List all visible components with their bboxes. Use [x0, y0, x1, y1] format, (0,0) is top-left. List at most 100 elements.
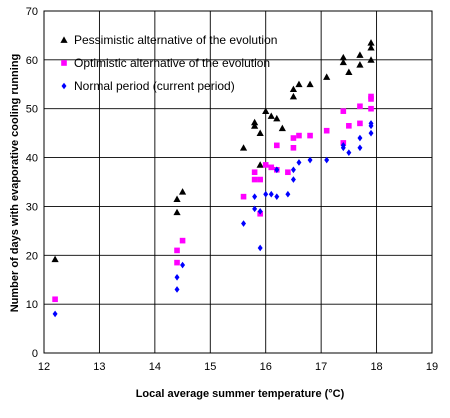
- legend-marker-triangle: [60, 36, 68, 43]
- data-point-diamond: [52, 310, 58, 318]
- data-point-triangle: [367, 56, 375, 63]
- data-point-diamond: [268, 190, 274, 198]
- data-point-diamond: [324, 156, 330, 164]
- data-point-triangle: [323, 73, 331, 80]
- data-points: [51, 39, 375, 318]
- data-point-diamond: [296, 159, 302, 166]
- data-point-diamond: [368, 129, 374, 137]
- x-tick-label: 18: [370, 361, 382, 373]
- legend-label: Pessimistic alternative of the evolution: [74, 33, 277, 47]
- data-point-diamond: [274, 166, 280, 174]
- data-point-diamond: [274, 193, 280, 200]
- data-point-diamond: [290, 166, 296, 174]
- y-tick-label: 40: [26, 153, 38, 165]
- data-point-triangle: [256, 129, 264, 137]
- legend-marker-diamond: [61, 82, 67, 90]
- data-point-square: [174, 247, 180, 254]
- data-point-square: [368, 96, 374, 102]
- data-point-diamond: [241, 220, 247, 227]
- data-point-square: [323, 127, 330, 134]
- data-point-square: [52, 296, 58, 303]
- data-point-triangle: [51, 255, 59, 263]
- y-tick-label: 10: [26, 299, 38, 311]
- data-point-square: [340, 108, 347, 114]
- plot-frame: [43, 10, 433, 354]
- data-point-diamond: [285, 190, 291, 198]
- data-point-diamond: [290, 176, 296, 183]
- data-point-diamond: [307, 156, 313, 164]
- x-axis-title: Local average summer temperature (°C): [136, 388, 345, 400]
- data-point-diamond: [174, 273, 180, 281]
- data-point-triangle: [367, 39, 375, 46]
- data-point-square: [290, 145, 297, 151]
- data-point-diamond: [257, 208, 263, 215]
- data-point-square: [290, 135, 297, 141]
- data-point-triangle: [289, 85, 298, 93]
- data-point-triangle: [306, 80, 314, 88]
- y-tick-label: 0: [32, 348, 38, 360]
- data-point-diamond: [368, 120, 374, 127]
- grid: [43, 10, 433, 354]
- legend-marker-square: [61, 60, 67, 66]
- data-point-triangle: [345, 68, 353, 75]
- data-point-square: [174, 259, 180, 266]
- y-axis-title: Number of days with evaporative cooling …: [9, 54, 21, 313]
- data-point-square: [346, 123, 352, 129]
- data-point-triangle: [278, 124, 286, 132]
- data-point-square: [274, 142, 280, 149]
- data-point-triangle: [339, 53, 347, 61]
- data-point-triangle: [267, 112, 275, 119]
- x-tick-label: 19: [426, 361, 438, 373]
- data-point-triangle: [295, 80, 303, 88]
- legend-label: Optimistic alternative of the evolution: [74, 56, 270, 70]
- data-point-square: [240, 193, 247, 200]
- data-point-square: [296, 132, 302, 139]
- data-point-triangle: [356, 51, 364, 58]
- x-tick-label: 13: [93, 361, 105, 373]
- data-point-triangle: [289, 92, 298, 100]
- y-tick-label: 20: [26, 250, 38, 262]
- data-point-triangle: [173, 195, 181, 202]
- y-tick-label: 50: [26, 104, 38, 116]
- data-point-triangle: [251, 122, 259, 129]
- data-point-square: [179, 237, 186, 244]
- data-point-diamond: [340, 144, 346, 152]
- x-tick-label: 16: [260, 361, 272, 373]
- data-point-square: [357, 120, 363, 127]
- data-point-diamond: [180, 261, 186, 269]
- data-point-square: [251, 176, 258, 183]
- data-point-square: [262, 162, 269, 168]
- data-point-diamond: [252, 205, 258, 213]
- legend-label: Normal period (current period): [74, 79, 235, 93]
- data-point-diamond: [357, 144, 363, 152]
- y-tick-label: 60: [26, 55, 38, 67]
- data-point-diamond: [357, 134, 363, 142]
- legend: Pessimistic alternative of the evolution…: [60, 33, 277, 93]
- data-point-triangle: [251, 118, 259, 126]
- data-point-diamond: [257, 244, 263, 252]
- data-point-diamond: [252, 193, 258, 200]
- data-point-square: [307, 132, 313, 139]
- data-point-triangle: [239, 144, 248, 151]
- data-point-triangle: [178, 188, 187, 195]
- data-point-triangle: [356, 61, 364, 68]
- data-point-triangle: [262, 107, 270, 115]
- data-point-square: [257, 176, 263, 183]
- data-point-square: [368, 105, 374, 112]
- y-tick-label: 70: [26, 6, 38, 18]
- tick-labels: 12 13 14 15 16 17 18 19 0 10 20 30 40 50 60 70: [26, 6, 438, 373]
- data-point-square: [268, 164, 275, 171]
- x-tick-label: 15: [204, 361, 216, 373]
- x-tick-label: 17: [315, 361, 327, 373]
- data-point-diamond: [346, 149, 352, 156]
- data-point-square: [285, 169, 291, 176]
- data-point-triangle: [173, 208, 181, 216]
- data-point-triangle: [339, 58, 347, 66]
- data-point-diamond: [263, 190, 269, 198]
- data-point-triangle: [273, 114, 281, 122]
- data-point-diamond: [174, 286, 180, 293]
- data-point-triangle: [367, 44, 375, 51]
- y-tick-label: 30: [26, 201, 38, 213]
